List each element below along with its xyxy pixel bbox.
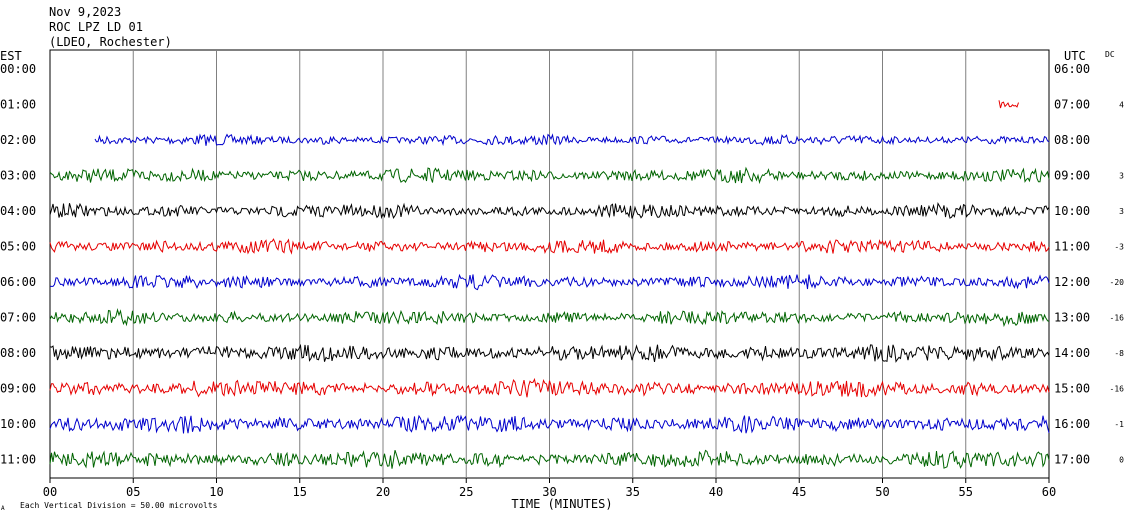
x-axis-label: TIME (MINUTES) <box>511 497 612 511</box>
traces <box>49 100 1050 469</box>
trace-0100 <box>998 100 1019 109</box>
x-tick-label: 30 <box>542 485 556 499</box>
x-tick-label: 35 <box>626 485 640 499</box>
utc-hour-labels: 06:00 07:00 08:00 09:00 10:00 11:00 12:00 13:00… <box>1054 62 1090 467</box>
x-tick-label: 40 <box>709 485 723 499</box>
x-tick-label: 20 <box>376 485 390 499</box>
dc-offset-label: 4 <box>1119 101 1124 110</box>
est-hour-label: 09:00 <box>0 382 36 396</box>
est-hour-label: 02:00 <box>0 133 36 147</box>
utc-hour-label: 16:00 <box>1054 417 1090 431</box>
utc-hour-label: 14:00 <box>1054 346 1090 360</box>
trace-0900 <box>49 377 1050 398</box>
trace-1100 <box>49 449 1050 469</box>
utc-hour-label: 08:00 <box>1054 133 1090 147</box>
est-hour-label: 08:00 <box>0 346 36 360</box>
dc-offset-label: -3 <box>1114 243 1124 252</box>
est-hour-label: 00:00 <box>0 62 36 76</box>
utc-hour-label: 13:00 <box>1054 311 1090 325</box>
est-hour-label: 10:00 <box>0 417 36 431</box>
dc-offset-label: -20 <box>1110 278 1125 287</box>
dc-column-label: DC <box>1105 50 1115 59</box>
x-axis-ticks: 00 05 10 15 20 25 30 35 40 45 50 55 60 <box>43 478 1056 499</box>
trace-0200 <box>94 133 1050 147</box>
header-date: Nov 9,2023 <box>49 5 121 19</box>
x-tick-label: 10 <box>209 485 223 499</box>
dc-offset-label: 0 <box>1119 456 1124 465</box>
trace-0700 <box>49 307 1050 328</box>
header-network: (LDEO, Rochester) <box>49 35 172 49</box>
trace-0800 <box>49 343 1050 363</box>
grid-lines <box>132 50 967 478</box>
trace-0600 <box>49 273 1050 291</box>
dc-offset-label: -8 <box>1114 349 1124 358</box>
utc-hour-label: 09:00 <box>1054 169 1090 183</box>
utc-hour-label: 10:00 <box>1054 204 1090 218</box>
est-hour-label: 04:00 <box>0 204 36 218</box>
vertical-division-note: Each Vertical Division = 50.00 microvolt… <box>20 501 218 510</box>
dc-offset-label: 3 <box>1119 207 1124 216</box>
x-tick-label: 15 <box>293 485 307 499</box>
utc-hour-label: 12:00 <box>1054 275 1090 289</box>
est-hour-label: 03:00 <box>0 169 36 183</box>
trace-0500 <box>49 238 1050 255</box>
utc-hour-label: 06:00 <box>1054 62 1090 76</box>
trace-0400 <box>49 201 1050 220</box>
dc-offset-label: -16 <box>1110 314 1125 323</box>
footnote-mark: A <box>1 505 5 512</box>
est-hour-label: 05:00 <box>0 240 36 254</box>
x-tick-label: 00 <box>43 485 57 499</box>
dc-offset-labels: 4 3 3 -3 -20 -16 -8 -16 -1 0 <box>1110 101 1125 465</box>
est-hour-labels: 00:00 01:00 02:00 03:00 04:00 05:00 06:00 07:00… <box>0 62 36 467</box>
dc-offset-label: -1 <box>1114 420 1124 429</box>
x-tick-label: 45 <box>792 485 806 499</box>
utc-hour-label: 07:00 <box>1054 98 1090 112</box>
x-tick-label: 25 <box>459 485 473 499</box>
x-tick-label: 55 <box>959 485 973 499</box>
trace-1000 <box>49 414 1050 434</box>
header-station: ROC LPZ LD 01 <box>49 20 143 34</box>
dc-offset-label: 3 <box>1119 172 1124 181</box>
x-tick-label: 50 <box>875 485 889 499</box>
est-hour-label: 11:00 <box>0 453 36 467</box>
header: Nov 9,2023 ROC LPZ LD 01 (LDEO, Rocheste… <box>49 5 172 49</box>
x-tick-label: 05 <box>126 485 140 499</box>
utc-hour-label: 11:00 <box>1054 240 1090 254</box>
utc-hour-label: 17:00 <box>1054 453 1090 467</box>
est-hour-label: 07:00 <box>0 311 36 325</box>
est-hour-label: 01:00 <box>0 98 36 112</box>
dc-offset-label: -16 <box>1110 385 1125 394</box>
right-timezone-label: UTC <box>1064 49 1086 63</box>
x-tick-label: 60 <box>1042 485 1056 499</box>
est-hour-label: 06:00 <box>0 275 36 289</box>
left-timezone-label: EST <box>0 49 22 63</box>
utc-hour-label: 15:00 <box>1054 382 1090 396</box>
trace-0300 <box>49 166 1050 185</box>
